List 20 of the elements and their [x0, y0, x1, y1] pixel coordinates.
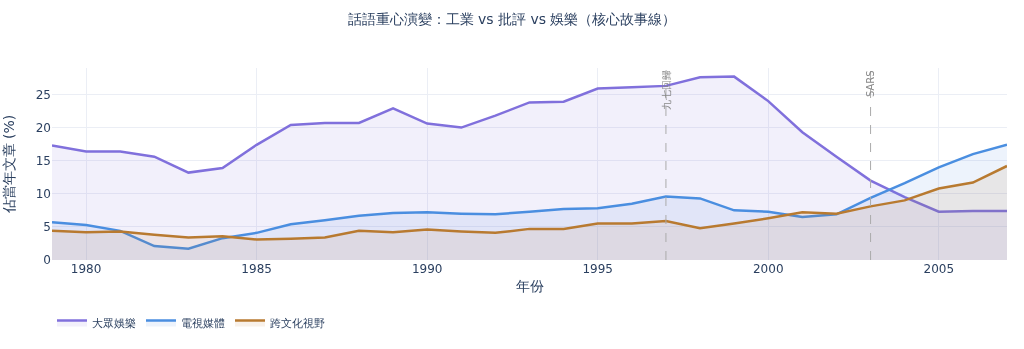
chart-title: 話語重心演變：工業 vs 批評 vs 娛樂（核心故事線） [347, 10, 677, 27]
y-tick-label: 20 [35, 120, 51, 135]
y-tick-label: 25 [35, 87, 51, 102]
ref-line-label: SARS [865, 70, 877, 98]
x-tick-label: 2000 [752, 262, 784, 276]
x-tick-label: 2005 [923, 262, 955, 276]
x-tick-label: 1985 [241, 262, 272, 276]
x-tick-label: 1980 [70, 262, 102, 276]
y-axis-title: 佔當年文章 (%) [1, 114, 17, 215]
y-tick-label: 5 [43, 220, 51, 235]
x-tick-label: 1990 [411, 262, 443, 276]
ref-line-label: 九七回歸 [660, 69, 672, 110]
legend-label: 大眾娛樂 [92, 316, 136, 330]
y-tick-label: 0 [43, 253, 51, 268]
legend-label: 電視媒體 [181, 316, 225, 330]
x-axis-title: 年份 [515, 278, 544, 295]
legend-label: 跨文化視野 [270, 316, 325, 330]
y-tick-label: 15 [35, 153, 51, 168]
x-tick-label: 1995 [582, 262, 613, 276]
y-tick-label: 10 [35, 186, 51, 201]
